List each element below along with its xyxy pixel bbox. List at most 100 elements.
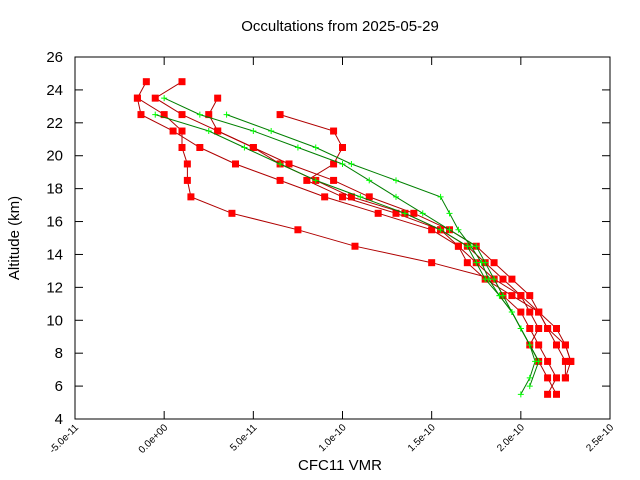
data-point (446, 210, 453, 217)
data-point (535, 325, 543, 332)
data-point (544, 390, 552, 398)
data-point (285, 160, 293, 168)
y-tick-label: 14 (46, 246, 63, 263)
data-point (178, 111, 186, 119)
data-point (249, 144, 257, 151)
x-tick-label: 5.0e-11 (228, 422, 260, 454)
plot-frame (74, 56, 611, 420)
data-point (499, 275, 507, 283)
series-line (154, 81, 566, 378)
data-point (553, 325, 560, 332)
data-point (561, 357, 569, 365)
data-point (496, 292, 503, 299)
data-point (366, 177, 373, 184)
data-point (428, 259, 436, 267)
data-point (463, 259, 471, 267)
axis-ticks: 4 6 8 10 12 14 16 18 20 22 24 26 -5.0e-11 0.0e+00 5.0e… (46, 49, 616, 456)
data-point (473, 259, 480, 266)
data-point (544, 357, 552, 365)
data-point (321, 193, 329, 201)
data-point (553, 341, 560, 349)
data-point (446, 226, 453, 233)
data-point (393, 177, 399, 184)
data-point (526, 383, 533, 390)
data-point (196, 144, 204, 151)
data-point (535, 358, 542, 365)
chart-title: Occultations from 2025-05-29 (241, 18, 439, 35)
series-line (208, 97, 572, 362)
data-series (133, 78, 575, 398)
data-point (276, 111, 284, 119)
data-point (437, 226, 444, 233)
data-point (374, 209, 382, 217)
data-point (142, 78, 150, 86)
x-axis-label: CFC11 VMR (298, 457, 382, 474)
data-point (544, 325, 552, 332)
y-tick-label: 12 (46, 279, 63, 296)
series-0 (133, 78, 560, 398)
data-point (241, 144, 248, 151)
data-point (196, 111, 203, 118)
data-point (393, 193, 399, 200)
data-point (526, 325, 534, 332)
data-point (330, 127, 338, 135)
data-point (517, 292, 525, 300)
data-point (517, 325, 524, 332)
data-point (214, 94, 222, 102)
data-point (517, 308, 525, 316)
data-point (169, 127, 177, 135)
data-point (351, 242, 359, 250)
data-point (561, 341, 569, 349)
data-point (485, 276, 492, 283)
data-point (544, 374, 552, 382)
data-point (508, 275, 516, 283)
data-point (339, 193, 346, 201)
data-point (478, 259, 485, 266)
x-tick-label: -5.0e-11 (48, 422, 82, 456)
series-line (155, 114, 540, 362)
data-point (178, 78, 186, 86)
y-tick-label: 16 (46, 214, 63, 231)
data-point (339, 160, 346, 167)
data-point (428, 226, 436, 234)
x-tick-label: 0.0e+00 (137, 422, 171, 456)
data-point (294, 226, 302, 234)
data-point (553, 390, 560, 398)
data-point (228, 209, 236, 217)
data-point (365, 193, 373, 201)
y-tick-label: 24 (46, 82, 63, 99)
series-7 (223, 111, 542, 390)
y-tick-label: 8 (55, 345, 63, 362)
y-tick-label: 6 (55, 378, 63, 395)
data-point (312, 144, 319, 151)
data-point (526, 374, 533, 381)
data-point (303, 176, 311, 184)
data-point (276, 176, 284, 184)
x-tick-label: 2.0e-10 (495, 422, 527, 454)
y-tick-label: 10 (46, 312, 63, 329)
data-point (437, 193, 444, 200)
data-point (330, 160, 338, 168)
data-point (187, 193, 195, 201)
series-1 (151, 78, 569, 382)
series-2 (276, 111, 560, 398)
data-point (161, 95, 168, 102)
data-point (567, 357, 575, 365)
y-tick-label: 18 (46, 181, 63, 198)
y-tick-label: 26 (46, 49, 63, 66)
data-point (357, 193, 364, 200)
y-tick-label: 20 (46, 148, 63, 165)
x-tick-label: 1.0e-10 (317, 422, 349, 454)
x-tick-label: 2.5e-10 (584, 422, 616, 454)
data-point (250, 128, 257, 135)
data-point (401, 210, 408, 217)
data-point (419, 210, 426, 217)
data-point (490, 259, 498, 267)
data-point (330, 176, 338, 184)
data-point (205, 128, 212, 135)
data-point (312, 177, 319, 184)
data-point (160, 111, 168, 119)
data-point (205, 111, 213, 119)
x-tick-label: 1.5e-10 (406, 422, 438, 454)
